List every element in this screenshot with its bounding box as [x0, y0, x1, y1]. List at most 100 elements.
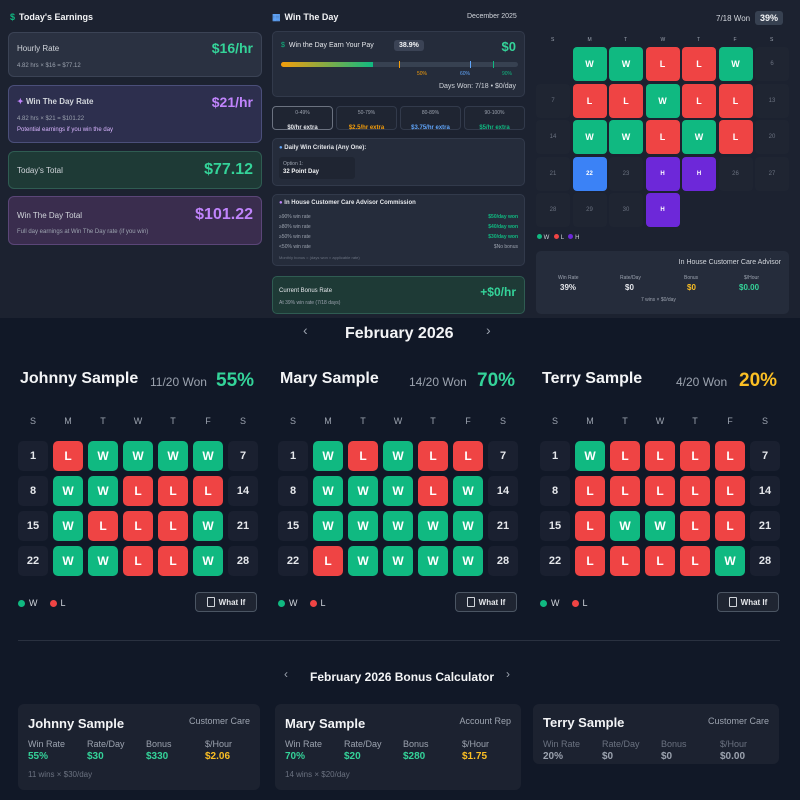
day-cell[interactable]: 7: [228, 441, 258, 471]
day-cell[interactable]: L: [418, 441, 448, 471]
day-cell[interactable]: 7: [750, 441, 780, 471]
day-cell[interactable]: W: [418, 511, 448, 541]
day-cell[interactable]: W: [348, 476, 378, 506]
day-cell[interactable]: 14: [228, 476, 258, 506]
day-cell[interactable]: 22: [540, 546, 570, 576]
dec-day-cell[interactable]: L: [718, 120, 753, 154]
day-cell[interactable]: 1: [278, 441, 308, 471]
dec-day-cell[interactable]: W: [645, 83, 680, 118]
tier-card[interactable]: 0-49% $0/hr extra: [272, 106, 333, 131]
day-cell[interactable]: W: [313, 476, 343, 506]
dec-day-cell[interactable]: H: [645, 193, 680, 227]
day-cell[interactable]: W: [313, 511, 343, 541]
dec-day-cell[interactable]: 13: [755, 83, 789, 118]
day-cell[interactable]: W: [313, 441, 343, 471]
day-cell[interactable]: 22: [278, 546, 308, 576]
dec-day-cell[interactable]: L: [682, 47, 716, 81]
day-cell[interactable]: 28: [488, 546, 518, 576]
tier-card[interactable]: 50-79% $2.5/hr extra: [336, 106, 397, 131]
day-cell[interactable]: L: [193, 476, 223, 506]
day-cell[interactable]: L: [158, 511, 188, 541]
dec-day-cell[interactable]: W: [682, 120, 716, 154]
day-cell[interactable]: L: [418, 476, 448, 506]
day-cell[interactable]: 28: [750, 546, 780, 576]
dec-day-cell[interactable]: 23: [609, 156, 643, 191]
day-cell[interactable]: 21: [488, 511, 518, 541]
day-cell[interactable]: W: [418, 546, 448, 576]
day-cell[interactable]: L: [575, 511, 605, 541]
day-cell[interactable]: W: [158, 441, 188, 471]
day-cell[interactable]: W: [123, 441, 153, 471]
day-cell[interactable]: W: [610, 511, 640, 541]
dec-day-cell[interactable]: 7: [536, 83, 570, 118]
what-if-button[interactable]: What If: [455, 592, 517, 612]
dec-day-cell[interactable]: W: [609, 120, 643, 154]
day-cell[interactable]: W: [453, 546, 483, 576]
day-cell[interactable]: L: [610, 546, 640, 576]
day-cell[interactable]: W: [715, 546, 745, 576]
day-cell[interactable]: 8: [540, 476, 570, 506]
day-cell[interactable]: W: [645, 511, 675, 541]
day-cell[interactable]: L: [645, 476, 675, 506]
dec-day-cell[interactable]: 22: [572, 156, 607, 191]
dec-day-cell[interactable]: 6: [755, 47, 789, 81]
dec-day-cell[interactable]: W: [609, 47, 643, 81]
dec-day-cell[interactable]: 21: [536, 156, 570, 191]
next-month-button[interactable]: ›: [486, 322, 491, 338]
day-cell[interactable]: W: [453, 511, 483, 541]
dec-day-cell[interactable]: H: [682, 156, 716, 191]
dec-day-cell[interactable]: 28: [536, 193, 570, 227]
dec-day-cell[interactable]: W: [718, 47, 753, 81]
dec-day-cell[interactable]: 20: [755, 120, 789, 154]
day-cell[interactable]: 21: [228, 511, 258, 541]
dec-day-cell[interactable]: L: [572, 83, 607, 118]
day-cell[interactable]: 14: [488, 476, 518, 506]
day-cell[interactable]: W: [453, 476, 483, 506]
day-cell[interactable]: L: [715, 476, 745, 506]
calc-prev-button[interactable]: ‹: [284, 667, 288, 681]
what-if-button[interactable]: What If: [717, 592, 779, 612]
day-cell[interactable]: L: [610, 441, 640, 471]
calc-next-button[interactable]: ›: [506, 667, 510, 681]
day-cell[interactable]: L: [348, 441, 378, 471]
dec-day-cell[interactable]: 27: [755, 156, 789, 191]
day-cell[interactable]: 28: [228, 546, 258, 576]
day-cell[interactable]: 15: [278, 511, 308, 541]
day-cell[interactable]: W: [575, 441, 605, 471]
what-if-button[interactable]: What If: [195, 592, 257, 612]
day-cell[interactable]: W: [193, 546, 223, 576]
day-cell[interactable]: 15: [540, 511, 570, 541]
prev-month-button[interactable]: ‹: [303, 322, 308, 338]
day-cell[interactable]: 1: [540, 441, 570, 471]
day-cell[interactable]: L: [645, 441, 675, 471]
dec-day-cell[interactable]: W: [572, 120, 607, 154]
day-cell[interactable]: L: [645, 546, 675, 576]
day-cell[interactable]: W: [88, 441, 118, 471]
dec-day-cell[interactable]: 14: [536, 120, 570, 154]
day-cell[interactable]: L: [680, 476, 710, 506]
day-cell[interactable]: 8: [278, 476, 308, 506]
day-cell[interactable]: 1: [18, 441, 48, 471]
day-cell[interactable]: W: [53, 476, 83, 506]
tier-card[interactable]: 90-100% $5/hr extra: [464, 106, 525, 131]
day-cell[interactable]: L: [53, 441, 83, 471]
day-cell[interactable]: L: [715, 441, 745, 471]
dec-day-cell[interactable]: 29: [572, 193, 607, 227]
day-cell[interactable]: W: [88, 546, 118, 576]
day-cell[interactable]: W: [88, 476, 118, 506]
day-cell[interactable]: W: [383, 546, 413, 576]
dec-day-cell[interactable]: L: [645, 120, 680, 154]
day-cell[interactable]: W: [348, 546, 378, 576]
day-cell[interactable]: 21: [750, 511, 780, 541]
day-cell[interactable]: W: [53, 511, 83, 541]
day-cell[interactable]: L: [680, 441, 710, 471]
day-cell[interactable]: L: [610, 476, 640, 506]
day-cell[interactable]: L: [158, 546, 188, 576]
dec-day-cell[interactable]: 26: [718, 156, 753, 191]
dec-day-cell[interactable]: H: [645, 156, 680, 191]
tier-card[interactable]: 80-89% $3.75/hr extra: [400, 106, 461, 131]
day-cell[interactable]: L: [575, 476, 605, 506]
day-cell[interactable]: W: [383, 511, 413, 541]
dec-day-cell[interactable]: L: [609, 83, 643, 118]
dec-day-cell[interactable]: L: [718, 83, 753, 118]
